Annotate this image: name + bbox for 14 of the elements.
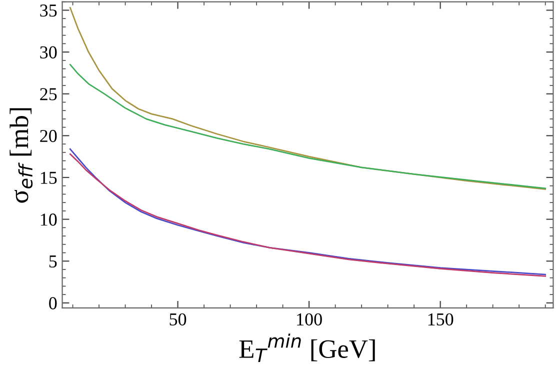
- x-axis-title: E$_{T}$$^{min}$ [GeV]: [239, 334, 375, 362]
- y-tick-label: 25: [40, 88, 57, 100]
- y-tick-label: 35: [40, 4, 57, 17]
- y-tick-label: 15: [40, 172, 57, 184]
- y-axis-title: σ$_{eff}$ [mb]: [10, 108, 33, 203]
- x-tick-label: 150: [428, 313, 454, 326]
- x-tick-label: 50: [170, 313, 186, 326]
- line-series: [69, 64, 546, 190]
- y-tick-label: 10: [40, 214, 57, 226]
- y-tick-label: 20: [40, 130, 57, 142]
- y-tick-label: 0: [49, 297, 57, 310]
- y-tick-label: 30: [40, 46, 57, 58]
- y-tick-label: 5: [49, 256, 57, 268]
- x-tick-label: 100: [297, 313, 322, 326]
